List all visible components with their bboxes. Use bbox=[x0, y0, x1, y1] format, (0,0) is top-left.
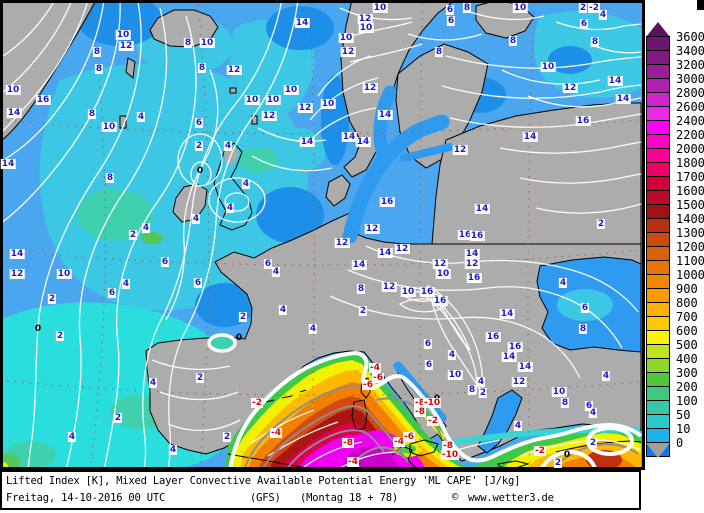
scale-cell bbox=[646, 50, 670, 65]
jan-mayen bbox=[125, 57, 136, 79]
scale-cell bbox=[646, 316, 670, 331]
scale-cell bbox=[646, 414, 670, 429]
iceland bbox=[149, 9, 219, 48]
scale-cell bbox=[646, 344, 670, 359]
scale-label: 1800 bbox=[676, 156, 704, 170]
scale-cell bbox=[646, 176, 670, 191]
copyright-icon: © bbox=[452, 491, 459, 503]
scale-cell bbox=[646, 400, 670, 415]
scale-label: 3200 bbox=[676, 58, 704, 72]
scale-cell bbox=[646, 372, 670, 387]
europe-cape-map bbox=[0, 0, 645, 470]
scale-label: 1000 bbox=[676, 268, 704, 282]
scale-cells bbox=[646, 36, 670, 457]
scale-cell bbox=[646, 162, 670, 177]
caption-model: (GFS) bbox=[250, 492, 281, 504]
greenland bbox=[0, 0, 97, 143]
scale-label: 400 bbox=[676, 352, 698, 366]
great-britain bbox=[213, 142, 253, 231]
caption-datetime: Freitag, 14-10-2016 00 UTC bbox=[6, 492, 166, 504]
corner-mark bbox=[697, 0, 704, 10]
scale-label: 50 bbox=[676, 408, 691, 422]
cape-color-scale: 3600 3400 3200 3000 2800 2600 2400 2200 2000 1800… bbox=[646, 0, 704, 470]
scale-cell bbox=[646, 92, 670, 107]
ireland bbox=[172, 183, 208, 223]
sardinia bbox=[351, 399, 368, 431]
scale-label: 2400 bbox=[676, 114, 704, 128]
scale-cell bbox=[646, 260, 670, 275]
scale-label: 900 bbox=[676, 282, 698, 296]
scale-label: 100 bbox=[676, 394, 698, 408]
scale-cell bbox=[646, 218, 670, 233]
scale-cell bbox=[646, 148, 670, 163]
scale-cell bbox=[646, 428, 670, 443]
scale-cell bbox=[646, 106, 670, 121]
scale-label: 1400 bbox=[676, 212, 704, 226]
caption-title: Lifted Index [K], Mixed Layer Convective… bbox=[6, 475, 521, 487]
zero-line bbox=[228, 350, 643, 470]
balearics bbox=[265, 389, 307, 403]
scale-cell bbox=[646, 246, 670, 261]
scale-arrow-bottom-icon bbox=[646, 443, 670, 458]
scale-cell bbox=[646, 78, 670, 93]
scale-cell bbox=[646, 204, 670, 219]
scale-label: 300 bbox=[676, 366, 698, 380]
map-panel: 10 12 8 8 8 10 14 12 8 10 16 14 10 10 12 10 12 14 8 10 4 6 2 4 4… bbox=[0, 0, 645, 470]
scale-cell bbox=[646, 288, 670, 303]
scale-label: 1100 bbox=[676, 254, 704, 268]
scale-label: 1700 bbox=[676, 170, 704, 184]
scale-label: 1600 bbox=[676, 184, 704, 198]
denmark bbox=[325, 174, 351, 207]
scandinavia bbox=[340, 0, 454, 178]
scale-arrow-top-icon bbox=[646, 22, 670, 37]
scale-label: 500 bbox=[676, 338, 698, 352]
scale-label: 0 bbox=[676, 436, 684, 450]
scale-label: 200 bbox=[676, 380, 698, 394]
scale-cell bbox=[646, 302, 670, 317]
scale-label: 3600 bbox=[676, 30, 704, 44]
caption-copyright: www.wetter3.de bbox=[468, 492, 554, 504]
scale-label: 2800 bbox=[676, 86, 704, 100]
scale-cell bbox=[646, 190, 670, 205]
scale-label: 700 bbox=[676, 310, 698, 324]
scale-cell bbox=[646, 386, 670, 401]
scale-label: 2200 bbox=[676, 128, 704, 142]
scale-cell bbox=[646, 232, 670, 247]
scale-label: 2600 bbox=[676, 100, 704, 114]
scale-cell bbox=[646, 274, 670, 289]
scale-label: 3000 bbox=[676, 72, 704, 86]
scale-cell bbox=[646, 64, 670, 79]
scale-label: 1200 bbox=[676, 240, 704, 254]
sicily bbox=[409, 439, 439, 457]
scale-cell bbox=[646, 330, 670, 345]
scale-cell bbox=[646, 134, 670, 149]
caption-run: (Montag 18 + 78) bbox=[300, 492, 398, 504]
scale-cell bbox=[646, 36, 670, 51]
scale-label: 1300 bbox=[676, 226, 704, 240]
caption-box: Lifted Index [K], Mixed Layer Convective… bbox=[0, 470, 641, 510]
crete bbox=[497, 460, 530, 469]
zero-ring-pyrenees bbox=[207, 333, 237, 353]
scale-label: 800 bbox=[676, 296, 698, 310]
scale-label: 3400 bbox=[676, 44, 704, 58]
scale-cell bbox=[646, 358, 670, 373]
scale-cell bbox=[646, 120, 670, 135]
contour-lines-white bbox=[0, 0, 642, 470]
scale-label: 1500 bbox=[676, 198, 704, 212]
map-border bbox=[0, 0, 645, 470]
scale-label: 10 bbox=[676, 422, 691, 436]
scale-label: 2000 bbox=[676, 142, 704, 156]
scale-label: 600 bbox=[676, 324, 698, 338]
